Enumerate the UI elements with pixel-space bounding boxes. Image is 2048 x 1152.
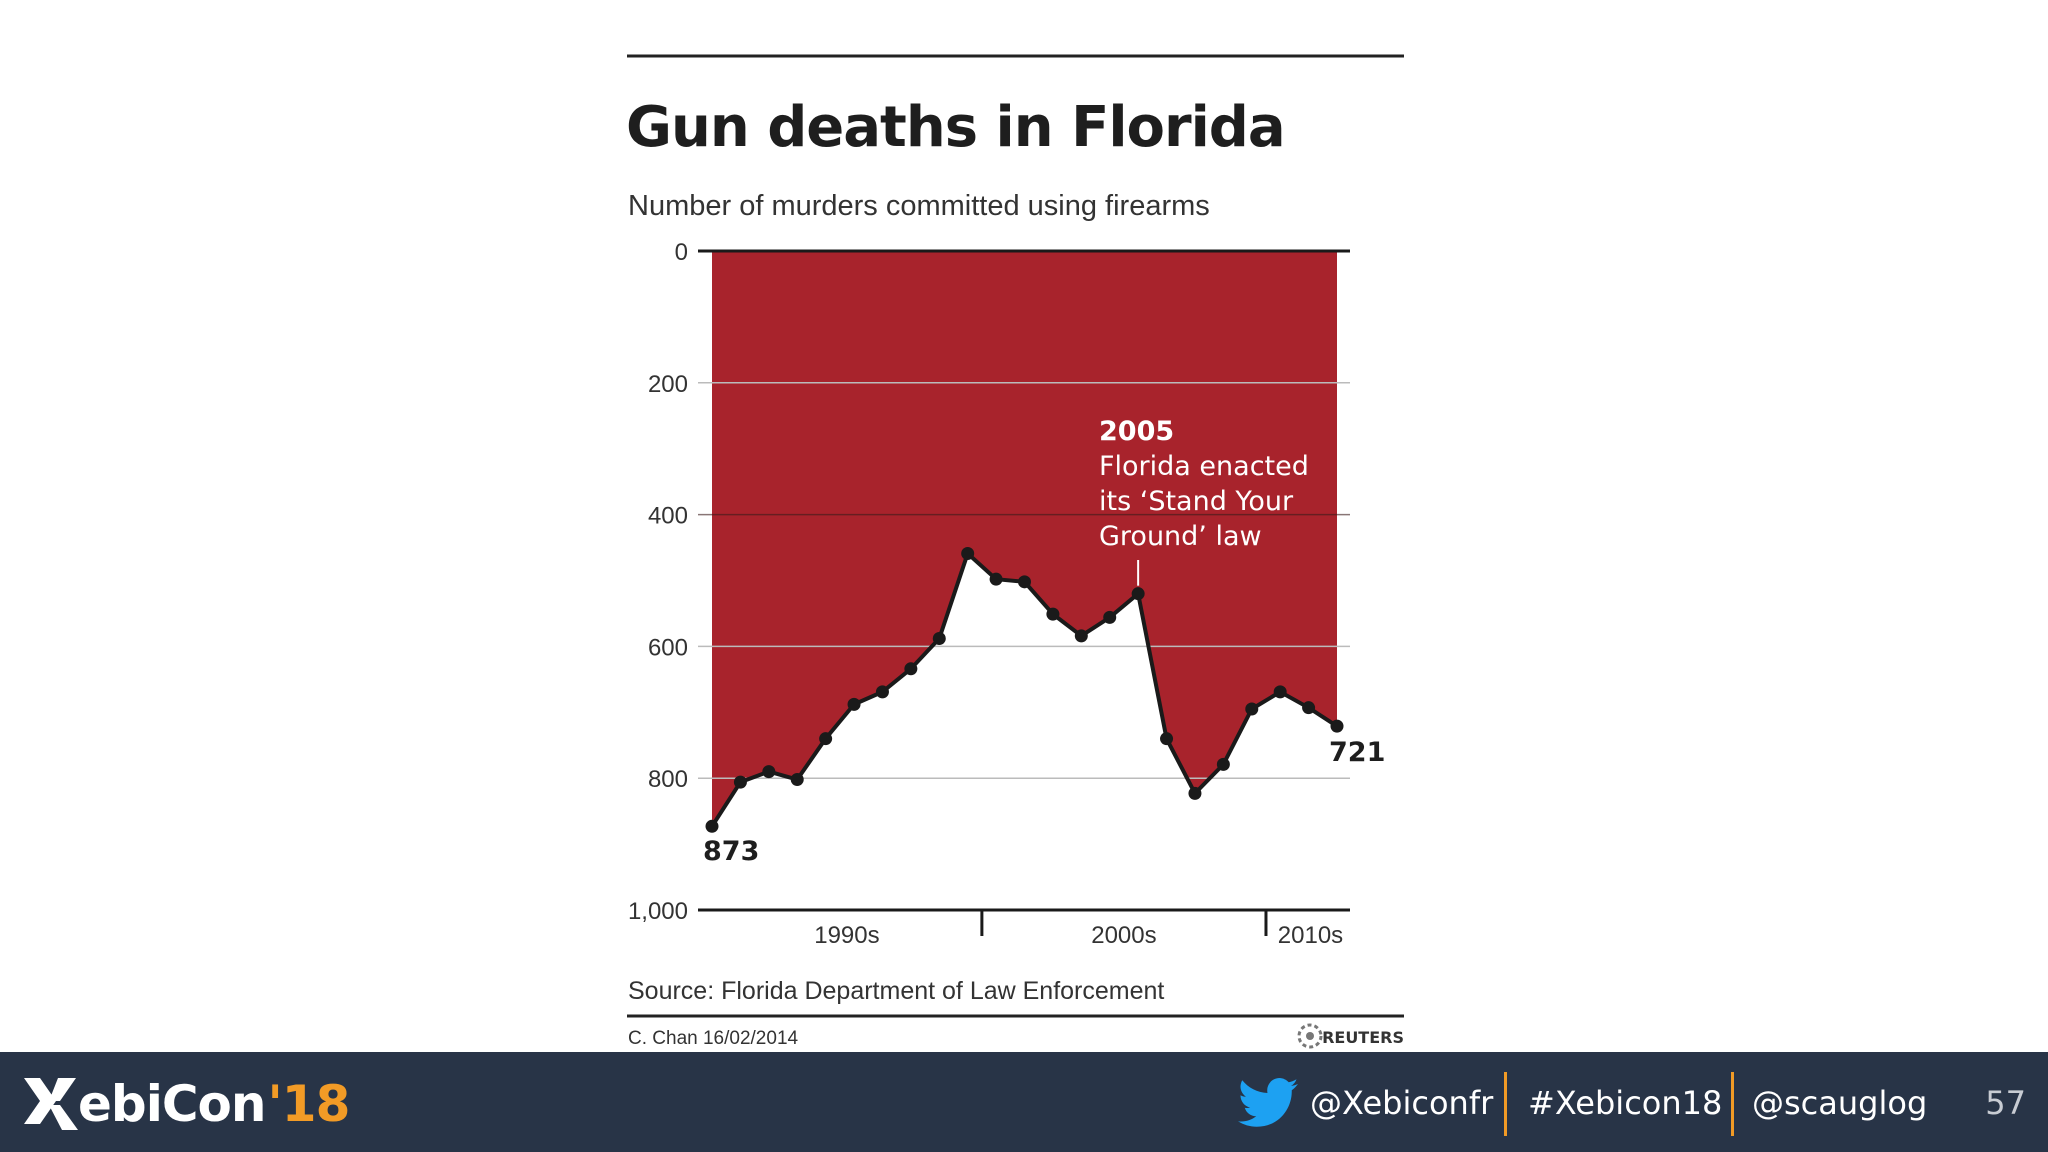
- data-point: [705, 819, 719, 833]
- annotation: 2005 Florida enacted its ‘Stand Your Gro…: [1099, 416, 1309, 586]
- credit: C. Chan 16/02/2014: [628, 1028, 799, 1049]
- y-tick-label: 0: [675, 239, 688, 266]
- annotation-line: Florida enacted: [1099, 451, 1309, 482]
- data-point: [790, 773, 804, 787]
- xebicon-x-icon: [24, 1078, 78, 1130]
- data-point: [1273, 685, 1287, 699]
- data-point: [1216, 757, 1230, 771]
- start-value-label: 873: [703, 836, 759, 867]
- twitter-handle[interactable]: @Xebiconfr: [1310, 1084, 1494, 1122]
- brand-name: ebiCon: [78, 1075, 266, 1133]
- footer-separator: [1731, 1072, 1734, 1136]
- twitter-account[interactable]: @Xebiconfr: [1238, 1072, 1493, 1134]
- area-fill: [712, 251, 1337, 827]
- data-point: [1188, 786, 1202, 800]
- grid-layer: [698, 382, 1350, 779]
- y-tick-label: 600: [648, 634, 688, 661]
- data-point: [733, 775, 747, 789]
- data-point: [1074, 629, 1088, 643]
- data-point: [1018, 575, 1031, 589]
- page-number: 57: [1985, 1084, 2026, 1122]
- data-point: [961, 546, 975, 560]
- brand-year: '18: [267, 1075, 350, 1133]
- data-point: [1046, 607, 1060, 621]
- chart-subtitle: Number of murders committed using firear…: [628, 190, 1210, 222]
- annotation-year: 2005: [1099, 416, 1174, 447]
- axis-layer: 0 200 400 600 800 1,000 1990s 2000s 2010s: [628, 239, 1350, 949]
- plot-fill-layer: [712, 251, 1337, 827]
- source-note: Source: Florida Department of Law Enforc…: [628, 977, 1164, 1005]
- reuters-logo-icon: [1297, 1023, 1323, 1049]
- data-point: [1330, 719, 1344, 733]
- hashtag-link[interactable]: #Xebicon18: [1528, 1072, 1722, 1134]
- data-point: [1160, 732, 1174, 746]
- y-tick-label: 1,000: [628, 898, 688, 925]
- annotation-line: its ‘Stand Your: [1099, 486, 1294, 517]
- twitter-bird-icon: [1238, 1078, 1298, 1127]
- data-point: [1103, 610, 1117, 624]
- speaker-account[interactable]: @scauglog: [1752, 1072, 1927, 1134]
- x-decade-label: 1990s: [814, 922, 879, 949]
- data-point: [762, 765, 776, 779]
- y-tick-label: 200: [648, 371, 688, 398]
- y-tick-label: 800: [648, 766, 688, 793]
- chart: Gun deaths in Florida Number of murders …: [626, 54, 1404, 1049]
- chart-title: Gun deaths in Florida: [626, 95, 1285, 160]
- data-point: [819, 732, 833, 746]
- speaker-handle[interactable]: @scauglog: [1752, 1084, 1928, 1122]
- x-decade-label: 2000s: [1091, 922, 1156, 949]
- y-tick-label: 400: [648, 503, 688, 530]
- publisher-label: REUTERS: [1322, 1028, 1404, 1047]
- data-point: [989, 572, 1003, 586]
- data-point: [875, 685, 889, 699]
- hashtag-text[interactable]: #Xebicon18: [1528, 1084, 1723, 1122]
- footer-separator: [1504, 1072, 1507, 1136]
- x-decade-label: 2010s: [1278, 922, 1343, 949]
- data-point: [1302, 701, 1316, 715]
- xebicon-logo: ebiCon '18: [20, 1074, 350, 1134]
- end-value-label: 721: [1329, 737, 1385, 768]
- data-point: [932, 631, 946, 645]
- slide-footer: ebiCon '18 @Xebiconfr #Xebicon18 @scauglo…: [0, 1052, 2048, 1152]
- data-point: [1245, 702, 1259, 716]
- data-point: [847, 697, 861, 711]
- series-layer: [705, 546, 1344, 833]
- data-point: [1131, 587, 1145, 601]
- data-point: [904, 662, 918, 676]
- annotation-line: Ground’ law: [1099, 521, 1262, 552]
